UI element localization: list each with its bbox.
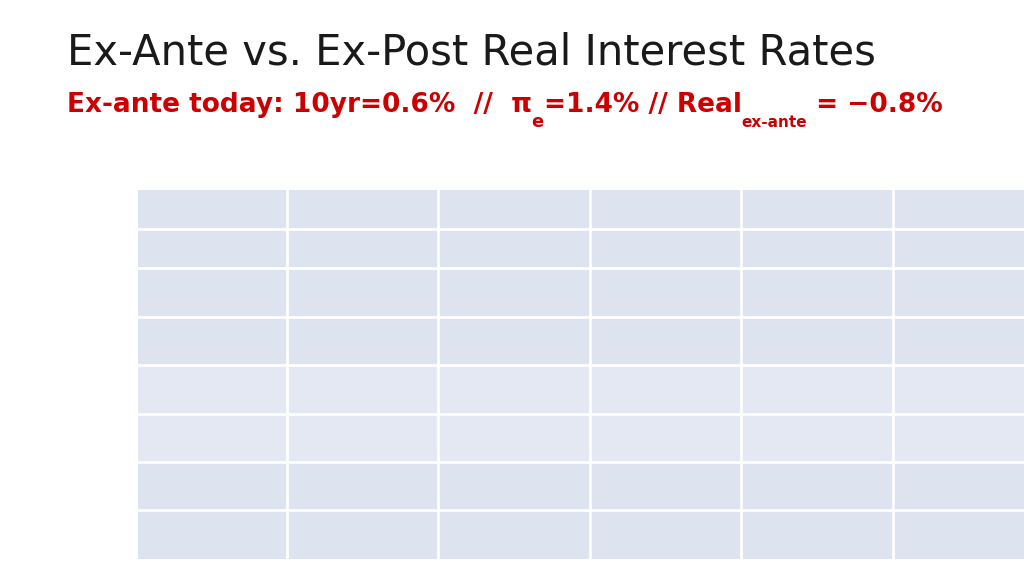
Text: Yield: Yield bbox=[345, 241, 380, 256]
Text: Real: Real bbox=[802, 241, 833, 256]
Text: Ex-Post: Ex-Post bbox=[942, 202, 995, 217]
Text: 4.8: 4.8 bbox=[654, 430, 677, 445]
Text: 12-80: 12-80 bbox=[154, 430, 197, 445]
Text: -1.5: -1.5 bbox=[954, 334, 983, 348]
Text: 12-Month: 12-Month bbox=[479, 202, 549, 217]
Text: = −0.8%: = −0.8% bbox=[807, 92, 943, 118]
Text: ???: ??? bbox=[654, 527, 677, 542]
Text: 12-70: 12-70 bbox=[154, 334, 197, 348]
Text: 8: 8 bbox=[964, 430, 974, 445]
Text: 6.4: 6.4 bbox=[351, 334, 374, 348]
Text: 1.5: 1.5 bbox=[806, 527, 828, 542]
Text: Real: Real bbox=[953, 241, 984, 256]
Text: 3.2: 3.2 bbox=[806, 430, 828, 445]
Text: e: e bbox=[531, 113, 544, 131]
Text: 9.6: 9.6 bbox=[503, 430, 525, 445]
Text: Ex-ante today: 10yr=0.6%  //  π: Ex-ante today: 10yr=0.6% // π bbox=[67, 92, 531, 118]
Text: 4.6: 4.6 bbox=[503, 334, 525, 348]
Text: 1.3: 1.3 bbox=[503, 527, 525, 542]
Text: 3-10: 3-10 bbox=[154, 527, 186, 542]
Text: 1.8: 1.8 bbox=[806, 334, 828, 348]
Text: ???: ??? bbox=[957, 527, 980, 542]
Text: 3.8: 3.8 bbox=[351, 527, 374, 542]
Text: Actual: Actual bbox=[643, 202, 688, 217]
Text: 10-Year: 10-Year bbox=[336, 202, 389, 217]
Text: Ex-Ante vs. Ex-Post Real Interest Rates: Ex-Ante vs. Ex-Post Real Interest Rates bbox=[67, 32, 876, 74]
Text: CPI: CPI bbox=[654, 241, 677, 256]
Text: 12.8: 12.8 bbox=[346, 430, 379, 445]
Text: Ex-Ante: Ex-Ante bbox=[788, 202, 846, 217]
Text: 7.9: 7.9 bbox=[654, 334, 677, 348]
Text: Core: Core bbox=[497, 241, 531, 256]
Text: =1.4% // Real: =1.4% // Real bbox=[544, 92, 741, 118]
Text: ex-ante: ex-ante bbox=[741, 115, 807, 130]
